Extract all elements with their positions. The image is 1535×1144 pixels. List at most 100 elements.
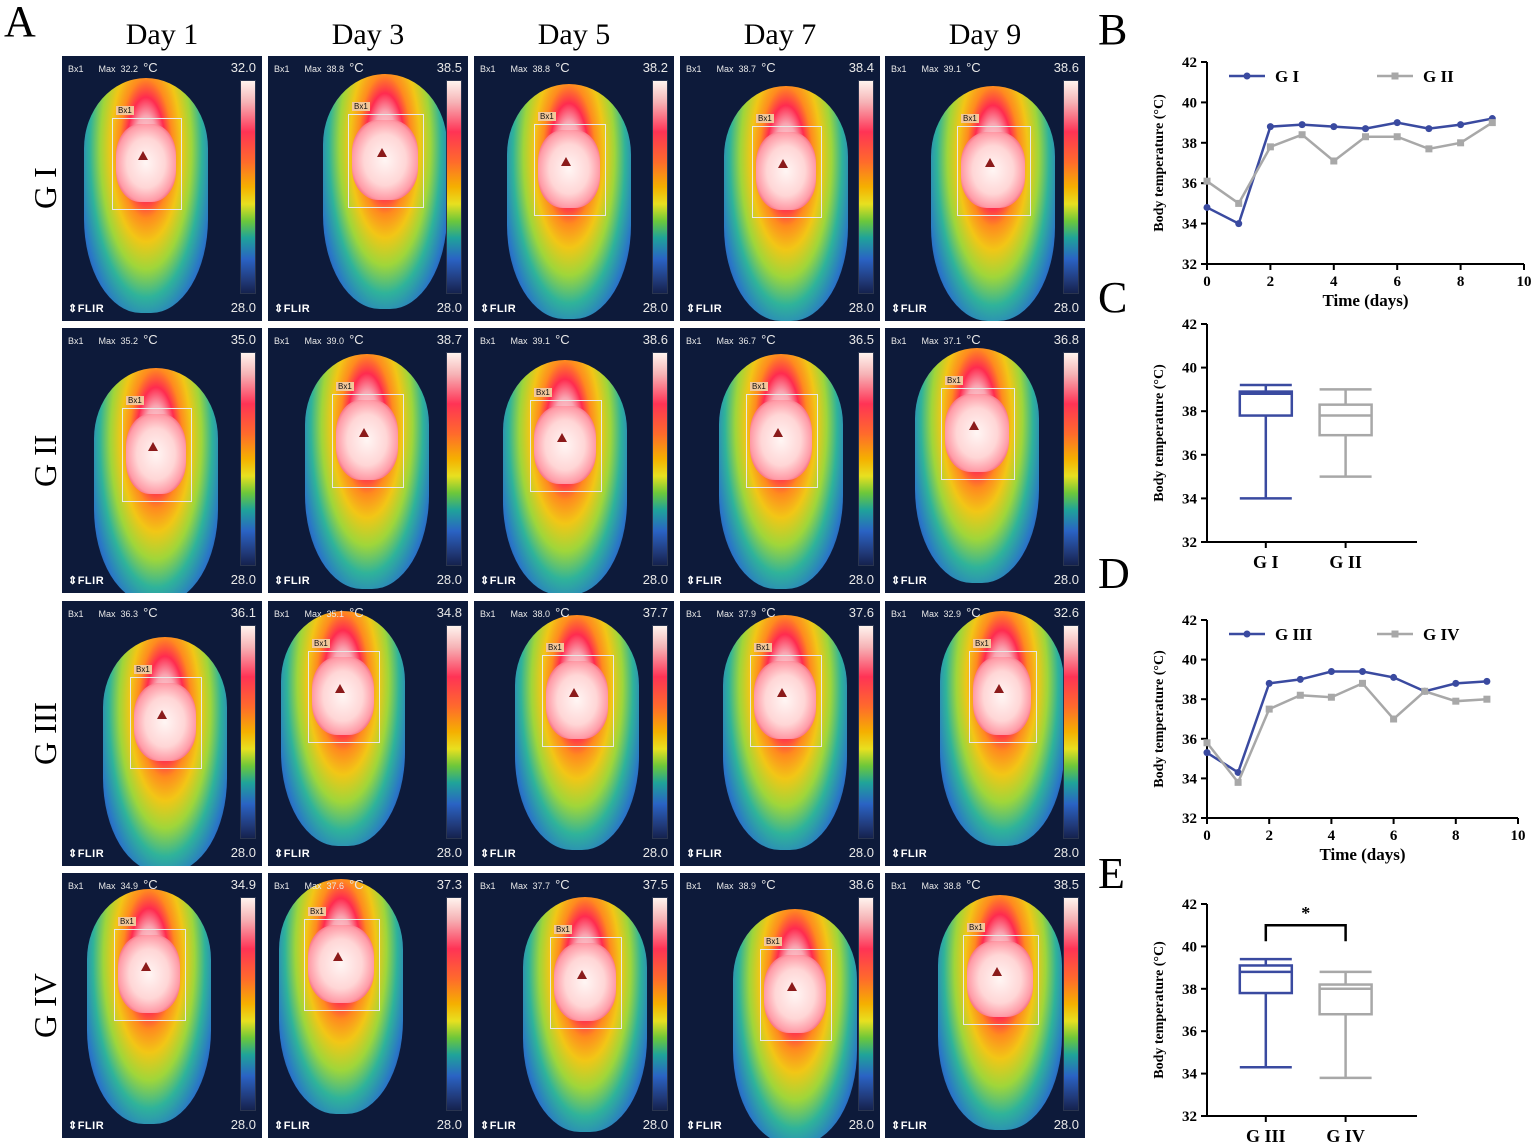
- data-point: [1234, 778, 1242, 786]
- thermal-hud: Bx1 Max 35.2 °C: [68, 332, 158, 347]
- hud-unit: °C: [761, 332, 776, 347]
- colorbar: [240, 625, 256, 839]
- colorbar-max-value: 37.5: [642, 877, 668, 892]
- x-tick-label: 4: [1328, 828, 1336, 844]
- hud-max-value: 37.9: [738, 609, 762, 619]
- hud-label: Bx1: [686, 336, 717, 346]
- colorbar: [446, 352, 462, 566]
- panel-letter-d: D: [1098, 549, 1130, 598]
- max-marker-icon: [773, 428, 783, 437]
- roi-box: [550, 937, 622, 1029]
- colorbar: [1063, 625, 1079, 839]
- legend-marker: [1243, 72, 1251, 80]
- chart-e: 32 34 36 38 40 42 Body temperature (°C) G III G …: [1152, 897, 1417, 1144]
- hud-max-label: Max: [98, 64, 121, 74]
- data-point: [1203, 749, 1211, 757]
- thermal-image: Bx1 Bx1 Max 32.9 °C 32.6 28.0 ⇕FLIR: [885, 601, 1085, 866]
- roi-tag: Bx1: [945, 376, 963, 385]
- thermal-image: Bx1 Bx1 Max 37.1 °C 36.8 28.0 ⇕FLIR: [885, 328, 1085, 593]
- hud-max-label: Max: [510, 336, 533, 346]
- thermal-hud: Bx1 Max 38.0 °C: [480, 605, 570, 620]
- data-point: [1203, 203, 1211, 211]
- hud-max-label: Max: [716, 336, 739, 346]
- colorbar-min-value: 28.0: [1053, 572, 1079, 587]
- thermal-hud: Bx1 Max 39.0 °C: [274, 332, 364, 347]
- hotspot: [134, 683, 196, 761]
- legend-label: G IV: [1423, 625, 1460, 644]
- hud-unit: °C: [966, 605, 981, 620]
- hud-max-label: Max: [98, 336, 121, 346]
- flir-logo: ⇕FLIR: [274, 303, 311, 315]
- flir-logo: ⇕FLIR: [68, 848, 105, 860]
- series-line: [1206, 681, 1487, 785]
- max-marker-icon: [141, 962, 151, 971]
- hud-max-label: Max: [98, 609, 121, 619]
- thermal-hud: Bx1 Max 37.6 °C: [274, 877, 364, 892]
- hud-label: Bx1: [686, 64, 717, 74]
- colorbar-min-value: 28.0: [230, 300, 256, 315]
- roi-box: [963, 935, 1039, 1025]
- hud-label: Bx1: [480, 881, 511, 891]
- colorbar: [240, 352, 256, 566]
- hud-unit: °C: [966, 332, 981, 347]
- roi-box: [304, 919, 380, 1011]
- thermal-hud: Bx1 Max 34.9 °C: [68, 877, 158, 892]
- thermal-hud: Bx1 Max 38.8 °C: [274, 60, 364, 75]
- hud-unit: °C: [555, 332, 570, 347]
- colorbar: [858, 625, 874, 839]
- y-tick-label: 36: [1182, 176, 1198, 192]
- hud-label: Bx1: [686, 881, 717, 891]
- data-point: [1296, 675, 1304, 683]
- roi-tag: Bx1: [336, 382, 354, 391]
- y-tick-label: 42: [1182, 318, 1197, 333]
- hud-label: Bx1: [891, 881, 922, 891]
- roi-box: [530, 400, 602, 492]
- colorbar-min-value: 28.0: [436, 572, 462, 587]
- colorbar: [652, 80, 668, 294]
- colorbar-max-value: 38.6: [1053, 60, 1079, 75]
- hotspot: [945, 394, 1009, 472]
- roi-box: [750, 655, 822, 747]
- data-point: [1452, 697, 1460, 705]
- max-marker-icon: [787, 982, 797, 991]
- thermal-hud: Bx1 Max 37.9 °C: [686, 605, 776, 620]
- roi-box: [941, 388, 1015, 480]
- thermal-image: Bx1 Bx1 Max 37.6 °C 37.3 28.0 ⇕FLIR: [268, 873, 468, 1138]
- hud-max-label: Max: [304, 64, 327, 74]
- significance-bracket: [1264, 923, 1347, 942]
- hud-max-label: Max: [510, 881, 533, 891]
- hud-max-value: 39.1: [532, 336, 556, 346]
- x-tick-label: 8: [1457, 274, 1465, 290]
- thermal-hud: Bx1 Max 39.1 °C: [891, 60, 981, 75]
- hud-unit: °C: [761, 60, 776, 75]
- roi-tag: Bx1: [118, 917, 136, 926]
- flir-logo: ⇕FLIR: [68, 1120, 105, 1132]
- data-point: [1203, 739, 1211, 747]
- data-point: [1265, 679, 1273, 687]
- flir-logo: ⇕FLIR: [68, 575, 105, 587]
- roi-tag: Bx1: [554, 925, 572, 934]
- x-tick-label: 0: [1203, 274, 1211, 290]
- thermal-image: Bx1 Bx1 Max 32.2 °C 32.0 28.0 ⇕FLIR: [62, 56, 262, 321]
- colorbar: [1063, 897, 1079, 1111]
- series-line: [1206, 121, 1493, 206]
- hud-max-value: 37.7: [532, 881, 556, 891]
- data-point: [1296, 691, 1304, 699]
- hud-unit: °C: [143, 605, 158, 620]
- data-point: [1452, 679, 1460, 687]
- hud-unit: °C: [349, 605, 364, 620]
- roi-tag: Bx1: [534, 388, 552, 397]
- day-label-3: Day 3: [331, 18, 405, 51]
- hud-unit: °C: [349, 60, 364, 75]
- roi-box: [332, 394, 404, 488]
- box: [1318, 403, 1373, 437]
- y-tick-label: 36: [1182, 1024, 1198, 1040]
- y-axis-label: Body temperature (°C): [1152, 941, 1167, 1079]
- roi-box: [112, 118, 182, 210]
- max-marker-icon: [557, 433, 567, 442]
- hud-label: Bx1: [274, 336, 305, 346]
- hotspot: [554, 943, 616, 1021]
- chart-c: 32 34 36 38 40 42 Body temperature (°C) G I G II: [1152, 318, 1417, 572]
- hotspot: [352, 120, 418, 200]
- roi-tag: Bx1: [967, 923, 985, 932]
